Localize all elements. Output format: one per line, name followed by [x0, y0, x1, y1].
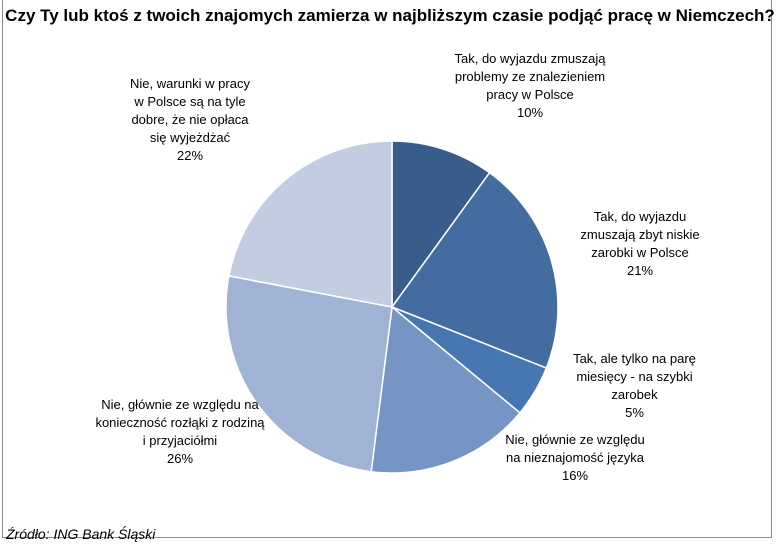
slice-label-pct: 5% — [625, 405, 644, 420]
label-slice-5: Nie, warunki w pracy w Polsce są na tyle… — [130, 75, 250, 165]
slice-label-text: Tak, ale tylko na parę miesięcy - na szy… — [573, 351, 696, 402]
label-slice-0: Tak, do wyjazdu zmuszają problemy ze zna… — [445, 50, 615, 122]
slice-label-pct: 21% — [626, 263, 654, 278]
pie-slice-0 — [391, 140, 491, 310]
slice-label-text: Nie, głównie ze względu na konieczność r… — [95, 397, 265, 448]
chart-title: Czy Ty lub ktoś z twoich znajomych zamie… — [5, 6, 775, 25]
slice-label-pct: 10% — [516, 105, 544, 120]
label-slice-1: Tak, do wyjazdu zmuszają zbyt niskie zar… — [565, 208, 715, 280]
slice-label-text: Tak, do wyjazdu zmuszają problemy ze zna… — [454, 51, 606, 102]
pie-slice-4 — [225, 275, 393, 473]
slice-label-pct: 16% — [561, 468, 589, 483]
label-slice-4: Nie, głównie ze względu na konieczność r… — [95, 396, 265, 468]
slice-label-text: Nie, warunki w pracy w Polsce są na tyle… — [130, 76, 250, 145]
slice-label-pct: 26% — [166, 451, 194, 466]
pie-slice-1 — [390, 171, 559, 370]
label-slice-2: Tak, ale tylko na parę miesięcy - na szy… — [562, 350, 707, 422]
pie-slice-5 — [228, 140, 393, 308]
slice-label-text: Tak, do wyjazdu zmuszają zbyt niskie zar… — [580, 209, 700, 260]
chart-frame — [2, 0, 772, 538]
slice-label-pct: 22% — [176, 148, 204, 163]
label-slice-3: Nie, głównie ze względu na nieznajomość … — [500, 431, 650, 485]
slice-label-text: Nie, głównie ze względu na nieznajomość … — [505, 432, 645, 465]
source-note: Źródło: ING Bank Śląski — [6, 526, 156, 542]
pie-slice-3 — [370, 305, 521, 474]
